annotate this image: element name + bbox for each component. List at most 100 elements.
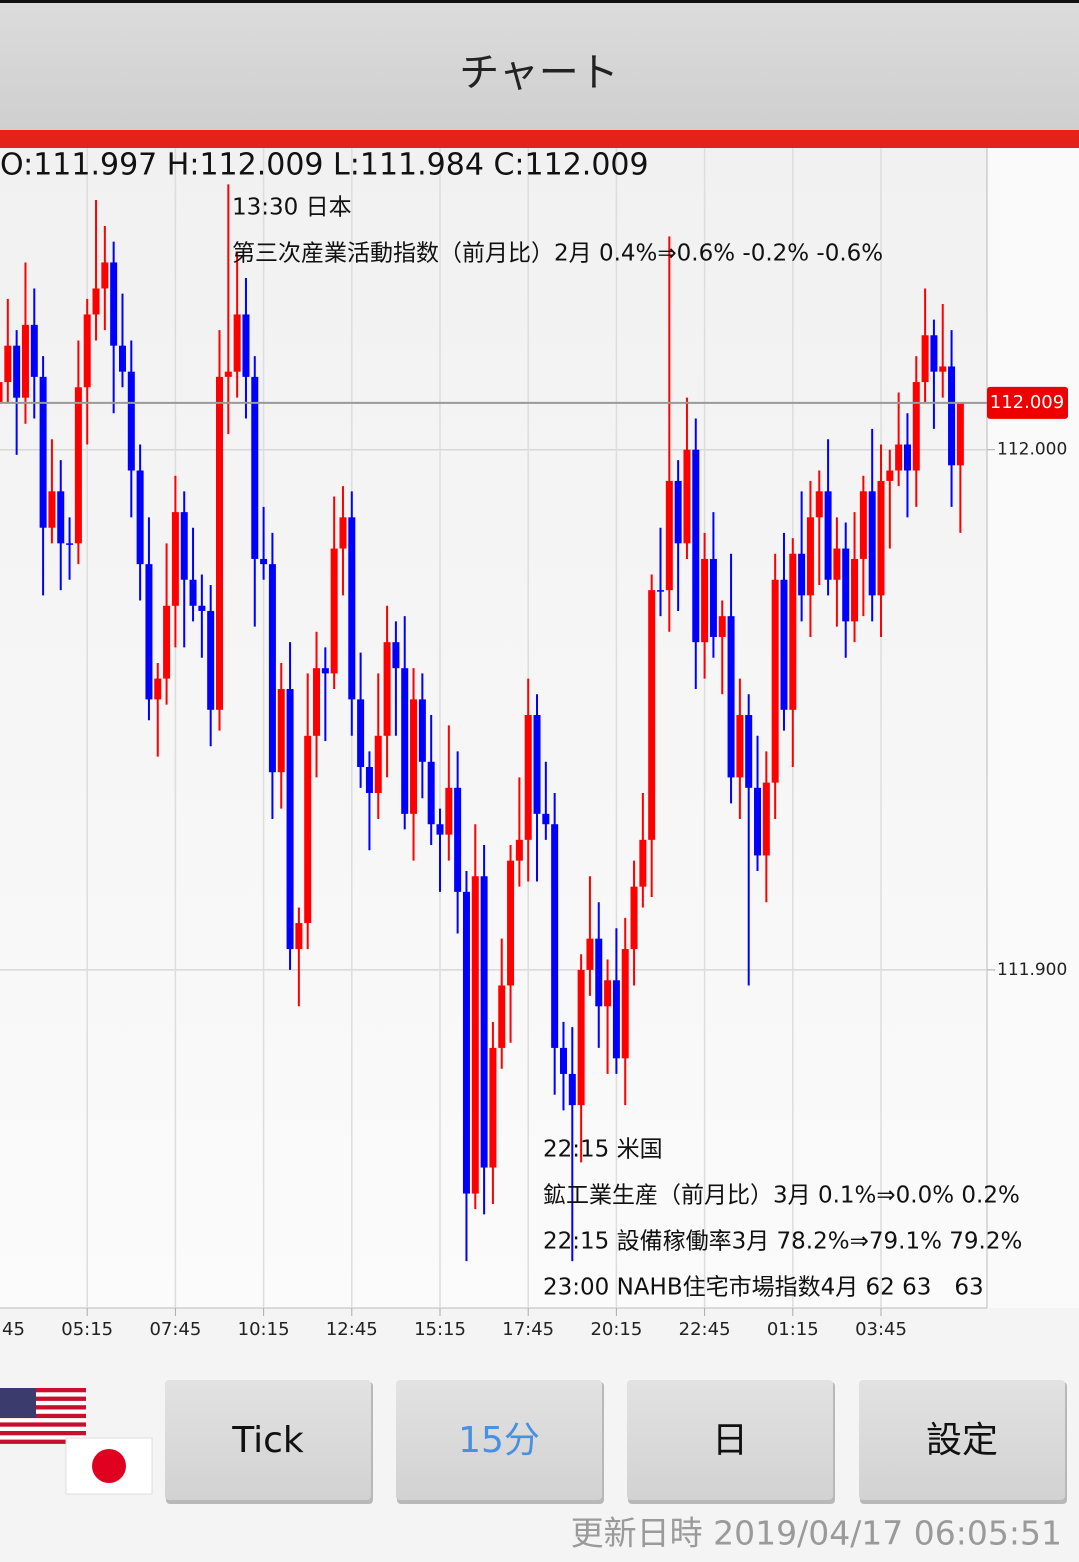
candle-body xyxy=(780,579,788,710)
x-tick-label: 07:45 xyxy=(149,1319,201,1340)
us-flag xyxy=(0,1388,86,1444)
candle-body xyxy=(851,558,859,622)
candle-body xyxy=(401,668,409,814)
candle-body xyxy=(83,314,91,388)
candle-body xyxy=(471,876,479,1194)
candle-body xyxy=(321,668,329,674)
candle-body xyxy=(507,860,515,986)
x-tick-label: 17:45 xyxy=(502,1319,554,1340)
candle-body xyxy=(692,449,700,643)
candle-body xyxy=(74,387,82,544)
candle-body xyxy=(462,891,470,1194)
candle-body xyxy=(101,262,109,289)
candle-body xyxy=(798,553,806,596)
candle-body xyxy=(357,699,365,768)
candle-body xyxy=(436,824,444,835)
x-tick-label: 01:15 xyxy=(767,1319,819,1340)
candle-body xyxy=(648,590,656,840)
candle-body xyxy=(621,949,629,1059)
tab-button[interactable] xyxy=(165,1380,371,1500)
x-tick-label: 10:15 xyxy=(238,1319,290,1340)
candle-body xyxy=(224,371,232,377)
tab-button[interactable] xyxy=(859,1380,1065,1500)
event-annotation: 13:30 日本 xyxy=(232,195,352,221)
accent-bar xyxy=(0,130,1079,148)
candle-body xyxy=(251,376,259,559)
button-label[interactable]: Tick xyxy=(231,1420,304,1461)
candle-body xyxy=(480,876,488,1168)
candle-body xyxy=(868,491,876,596)
y-tick-label: 111.900 xyxy=(997,960,1067,980)
candle-body xyxy=(806,517,814,596)
candle-body xyxy=(886,470,894,481)
candle-body xyxy=(533,714,541,814)
candle-body xyxy=(789,553,797,710)
y-axis-panel xyxy=(987,148,1079,1308)
candle-body xyxy=(515,839,523,861)
candle-body xyxy=(48,491,56,528)
candle-body xyxy=(709,558,717,637)
tab-button[interactable] xyxy=(627,1380,833,1500)
candle-body xyxy=(630,886,638,950)
candle-body xyxy=(595,938,603,1007)
candle-body xyxy=(559,1047,567,1074)
candle-body xyxy=(21,324,29,398)
candle-body xyxy=(454,787,462,892)
candle-body xyxy=(445,787,453,835)
tab-button[interactable] xyxy=(396,1380,602,1500)
candle-body xyxy=(639,839,647,887)
candle-body xyxy=(930,335,938,372)
candle-body xyxy=(754,787,762,856)
candle-body xyxy=(542,813,550,825)
button-row: Tick 15分 日 設定 xyxy=(165,1380,1067,1504)
button-label[interactable]: 15分 xyxy=(458,1420,540,1461)
candle-body xyxy=(727,616,735,778)
candle-body xyxy=(13,345,21,398)
candle-body xyxy=(268,564,276,773)
x-tick-label: 12:45 xyxy=(326,1319,378,1340)
candle-body xyxy=(207,610,215,710)
candle-body xyxy=(110,262,118,346)
candle-body xyxy=(657,590,664,592)
x-tick-label: 15:15 xyxy=(414,1319,466,1340)
candle-body xyxy=(833,548,841,580)
event-annotation: 22:15 米国 xyxy=(543,1137,663,1163)
candle-body xyxy=(348,517,356,700)
candle-body xyxy=(92,288,100,315)
candle-body xyxy=(418,699,426,762)
candle-body xyxy=(0,382,3,403)
x-tick-label: 02:45 xyxy=(0,1319,25,1340)
candle-body xyxy=(912,382,920,471)
candle-body xyxy=(665,480,673,591)
update-time: 更新日時 2019/04/17 06:05:51 xyxy=(571,1514,1062,1553)
candle-body xyxy=(939,366,947,372)
candle-body xyxy=(171,512,179,606)
candle-body xyxy=(489,1047,497,1168)
candles xyxy=(0,184,964,1262)
header-title: チャート xyxy=(459,50,619,96)
candle-body xyxy=(612,980,620,1059)
candle-body xyxy=(57,491,65,544)
button-label[interactable]: 日 xyxy=(712,1420,748,1461)
candle-body xyxy=(4,345,12,383)
candle-body xyxy=(392,642,400,669)
x-tick-label: 03:45 xyxy=(855,1319,907,1340)
x-tick-label: 22:45 xyxy=(679,1319,731,1340)
candle-body xyxy=(233,314,241,372)
candle-body xyxy=(921,335,929,383)
candle-body xyxy=(260,558,268,565)
candle-body xyxy=(551,824,559,1048)
candle-body xyxy=(745,714,753,788)
candle-body xyxy=(877,480,885,596)
candle-body xyxy=(498,985,506,1048)
candle-body xyxy=(736,714,744,778)
candle-body xyxy=(762,782,770,856)
candle-body xyxy=(674,480,682,544)
button-label[interactable]: 設定 xyxy=(926,1420,998,1461)
jp-flag xyxy=(65,1437,153,1495)
candle-body xyxy=(683,449,691,544)
candle-body xyxy=(286,688,294,950)
candle-body xyxy=(216,376,223,710)
event-annotation: 23:00 NAHB住宅市場指数4月 62 63 63 xyxy=(543,1275,984,1301)
